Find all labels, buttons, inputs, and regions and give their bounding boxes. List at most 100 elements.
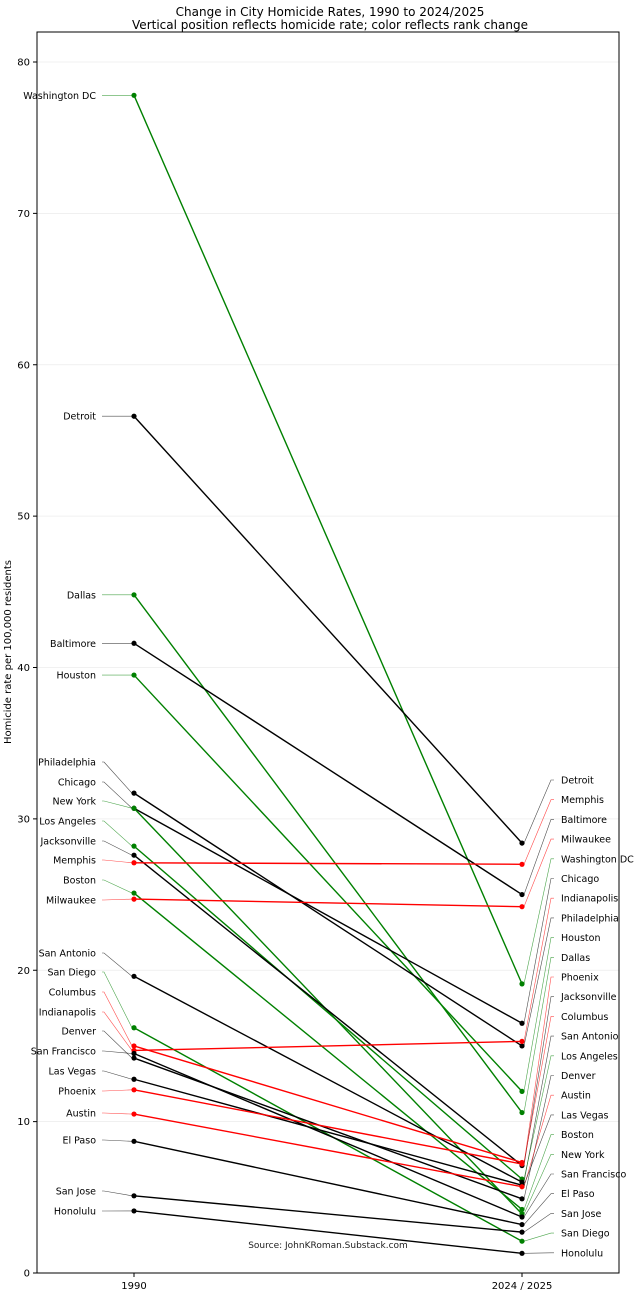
label-left-detroit: Detroit: [63, 412, 96, 423]
leader-left-san-francisco: [102, 1050, 133, 1054]
chart-subtitle: Vertical position reflects homicide rate…: [132, 18, 528, 32]
leader-left-las-vegas: [102, 1070, 133, 1080]
point-1990-jacksonville: [131, 852, 137, 858]
label-right-washington-dc: Washington DC: [561, 854, 634, 865]
leader-left-milwaukee: [102, 898, 133, 901]
label-left-las-vegas: Las Vegas: [49, 1067, 97, 1078]
series-line-indianapolis: [133, 1040, 523, 1052]
label-left-san-francisco: San Francisco: [31, 1047, 96, 1058]
label-left-houston: Houston: [57, 671, 96, 682]
point-1990-dallas: [131, 592, 137, 598]
label-left-el-paso: El Paso: [62, 1136, 96, 1147]
series-line-san-antonio: [133, 975, 523, 1183]
point-2024-boston: [519, 1206, 525, 1213]
leader-left-austin: [102, 1112, 133, 1115]
point-2024-memphis: [519, 861, 525, 867]
series-line-jacksonville: [133, 854, 523, 1167]
label-left-philadelphia: Philadelphia: [38, 758, 96, 769]
series-line-austin: [133, 1113, 523, 1188]
point-1990-las-vegas: [131, 1076, 137, 1082]
point-1990-baltimore: [131, 640, 137, 646]
leader-left-san-diego: [102, 971, 133, 1028]
label-right-houston: Houston: [561, 933, 600, 944]
leader-left-denver: [102, 1030, 133, 1059]
label-left-new-york: New York: [52, 797, 96, 808]
label-right-jacksonville: Jacksonville: [560, 992, 617, 1003]
point-1990-austin: [131, 1111, 137, 1117]
label-left-denver: Denver: [61, 1027, 96, 1038]
point-1990-honolulu: [131, 1208, 137, 1214]
series-line-san-francisco: [133, 1052, 523, 1218]
leader-right-las-vegas: [523, 1114, 554, 1186]
point-1990-detroit: [131, 413, 137, 419]
point-2024-houston: [519, 1088, 525, 1094]
x-ticks: 1990 2024 / 2025: [121, 1273, 552, 1292]
y-tick-label: 10: [17, 1117, 30, 1128]
y-tick-label: 20: [17, 966, 30, 977]
point-2024-san-francisco: [519, 1214, 525, 1220]
label-right-san-jose: San Jose: [561, 1209, 601, 1220]
leader-left-chicago: [102, 781, 133, 809]
leader-left-san-jose: [102, 1190, 133, 1197]
point-2024-washington-dc: [519, 981, 525, 987]
leader-right-dallas: [523, 956, 554, 1113]
y-axis-label: Homicide rate per 100,000 residents: [3, 560, 14, 744]
leader-left-columbus: [102, 991, 133, 1047]
label-left-indianapolis: Indianapolis: [39, 1008, 96, 1019]
label-right-columbus: Columbus: [561, 1012, 608, 1023]
leader-left-jacksonville: [102, 840, 133, 856]
label-right-las-vegas: Las Vegas: [561, 1110, 609, 1121]
label-left-san-diego: San Diego: [47, 968, 96, 979]
point-1990-memphis: [131, 860, 137, 866]
label-left-san-jose: San Jose: [56, 1187, 96, 1198]
leader-right-memphis: [523, 799, 554, 865]
point-2024-dallas: [519, 1109, 525, 1116]
series-line-chicago: [133, 807, 523, 1024]
leader-left-boston: [102, 879, 133, 894]
label-leaders: [102, 95, 554, 1254]
leader-right-houston: [523, 937, 554, 1092]
label-right-baltimore: Baltimore: [561, 815, 607, 826]
leader-left-memphis: [102, 859, 133, 864]
leader-right-baltimore: [523, 819, 554, 895]
series-line-los-angeles: [133, 845, 523, 1180]
series-lines: [131, 92, 525, 1256]
grid-lines: [37, 61, 619, 1274]
leader-right-austin: [523, 1094, 554, 1187]
y-tick-label: 60: [17, 360, 30, 371]
series-line-phoenix: [133, 1089, 523, 1165]
point-2024-san-jose: [519, 1229, 525, 1235]
label-left-chicago: Chicago: [58, 778, 96, 789]
label-left-phoenix: Phoenix: [58, 1087, 96, 1098]
series-line-honolulu: [133, 1210, 523, 1255]
point-1990-columbus: [131, 1043, 137, 1049]
y-tick-label: 70: [17, 209, 30, 220]
series-line-dallas: [133, 594, 523, 1113]
series-line-washington-dc: [133, 95, 523, 985]
label-left-jacksonville: Jacksonville: [39, 837, 96, 848]
point-2024-detroit: [519, 840, 525, 846]
label-right-el-paso: El Paso: [561, 1189, 595, 1200]
series-line-columbus: [133, 1045, 523, 1164]
label-left-memphis: Memphis: [53, 856, 96, 867]
label-left-columbus: Columbus: [49, 988, 96, 999]
point-1990-san-antonio: [131, 973, 137, 979]
leader-left-new-york: [102, 800, 133, 809]
leader-right-denver: [523, 1075, 554, 1199]
leader-right-los-angeles: [523, 1055, 554, 1180]
source-note: Source: JohnKRoman.Substack.com: [248, 1241, 408, 1251]
label-right-indianapolis: Indianapolis: [561, 894, 618, 905]
point-1990-denver: [131, 1055, 137, 1061]
leader-right-el-paso: [523, 1193, 554, 1225]
point-2024-honolulu: [519, 1250, 525, 1256]
label-left-honolulu: Honolulu: [54, 1207, 96, 1218]
leader-right-new-york: [523, 1154, 554, 1215]
chart-title: Change in City Homicide Rates, 1990 to 2…: [176, 5, 485, 19]
leader-right-philadelphia: [523, 917, 554, 1046]
leader-right-phoenix: [523, 976, 554, 1165]
point-2024-phoenix: [519, 1161, 525, 1167]
label-left-washington-dc: Washington DC: [23, 91, 96, 102]
label-right-new-york: New York: [561, 1150, 605, 1161]
leader-left-indianapolis: [102, 1011, 133, 1051]
